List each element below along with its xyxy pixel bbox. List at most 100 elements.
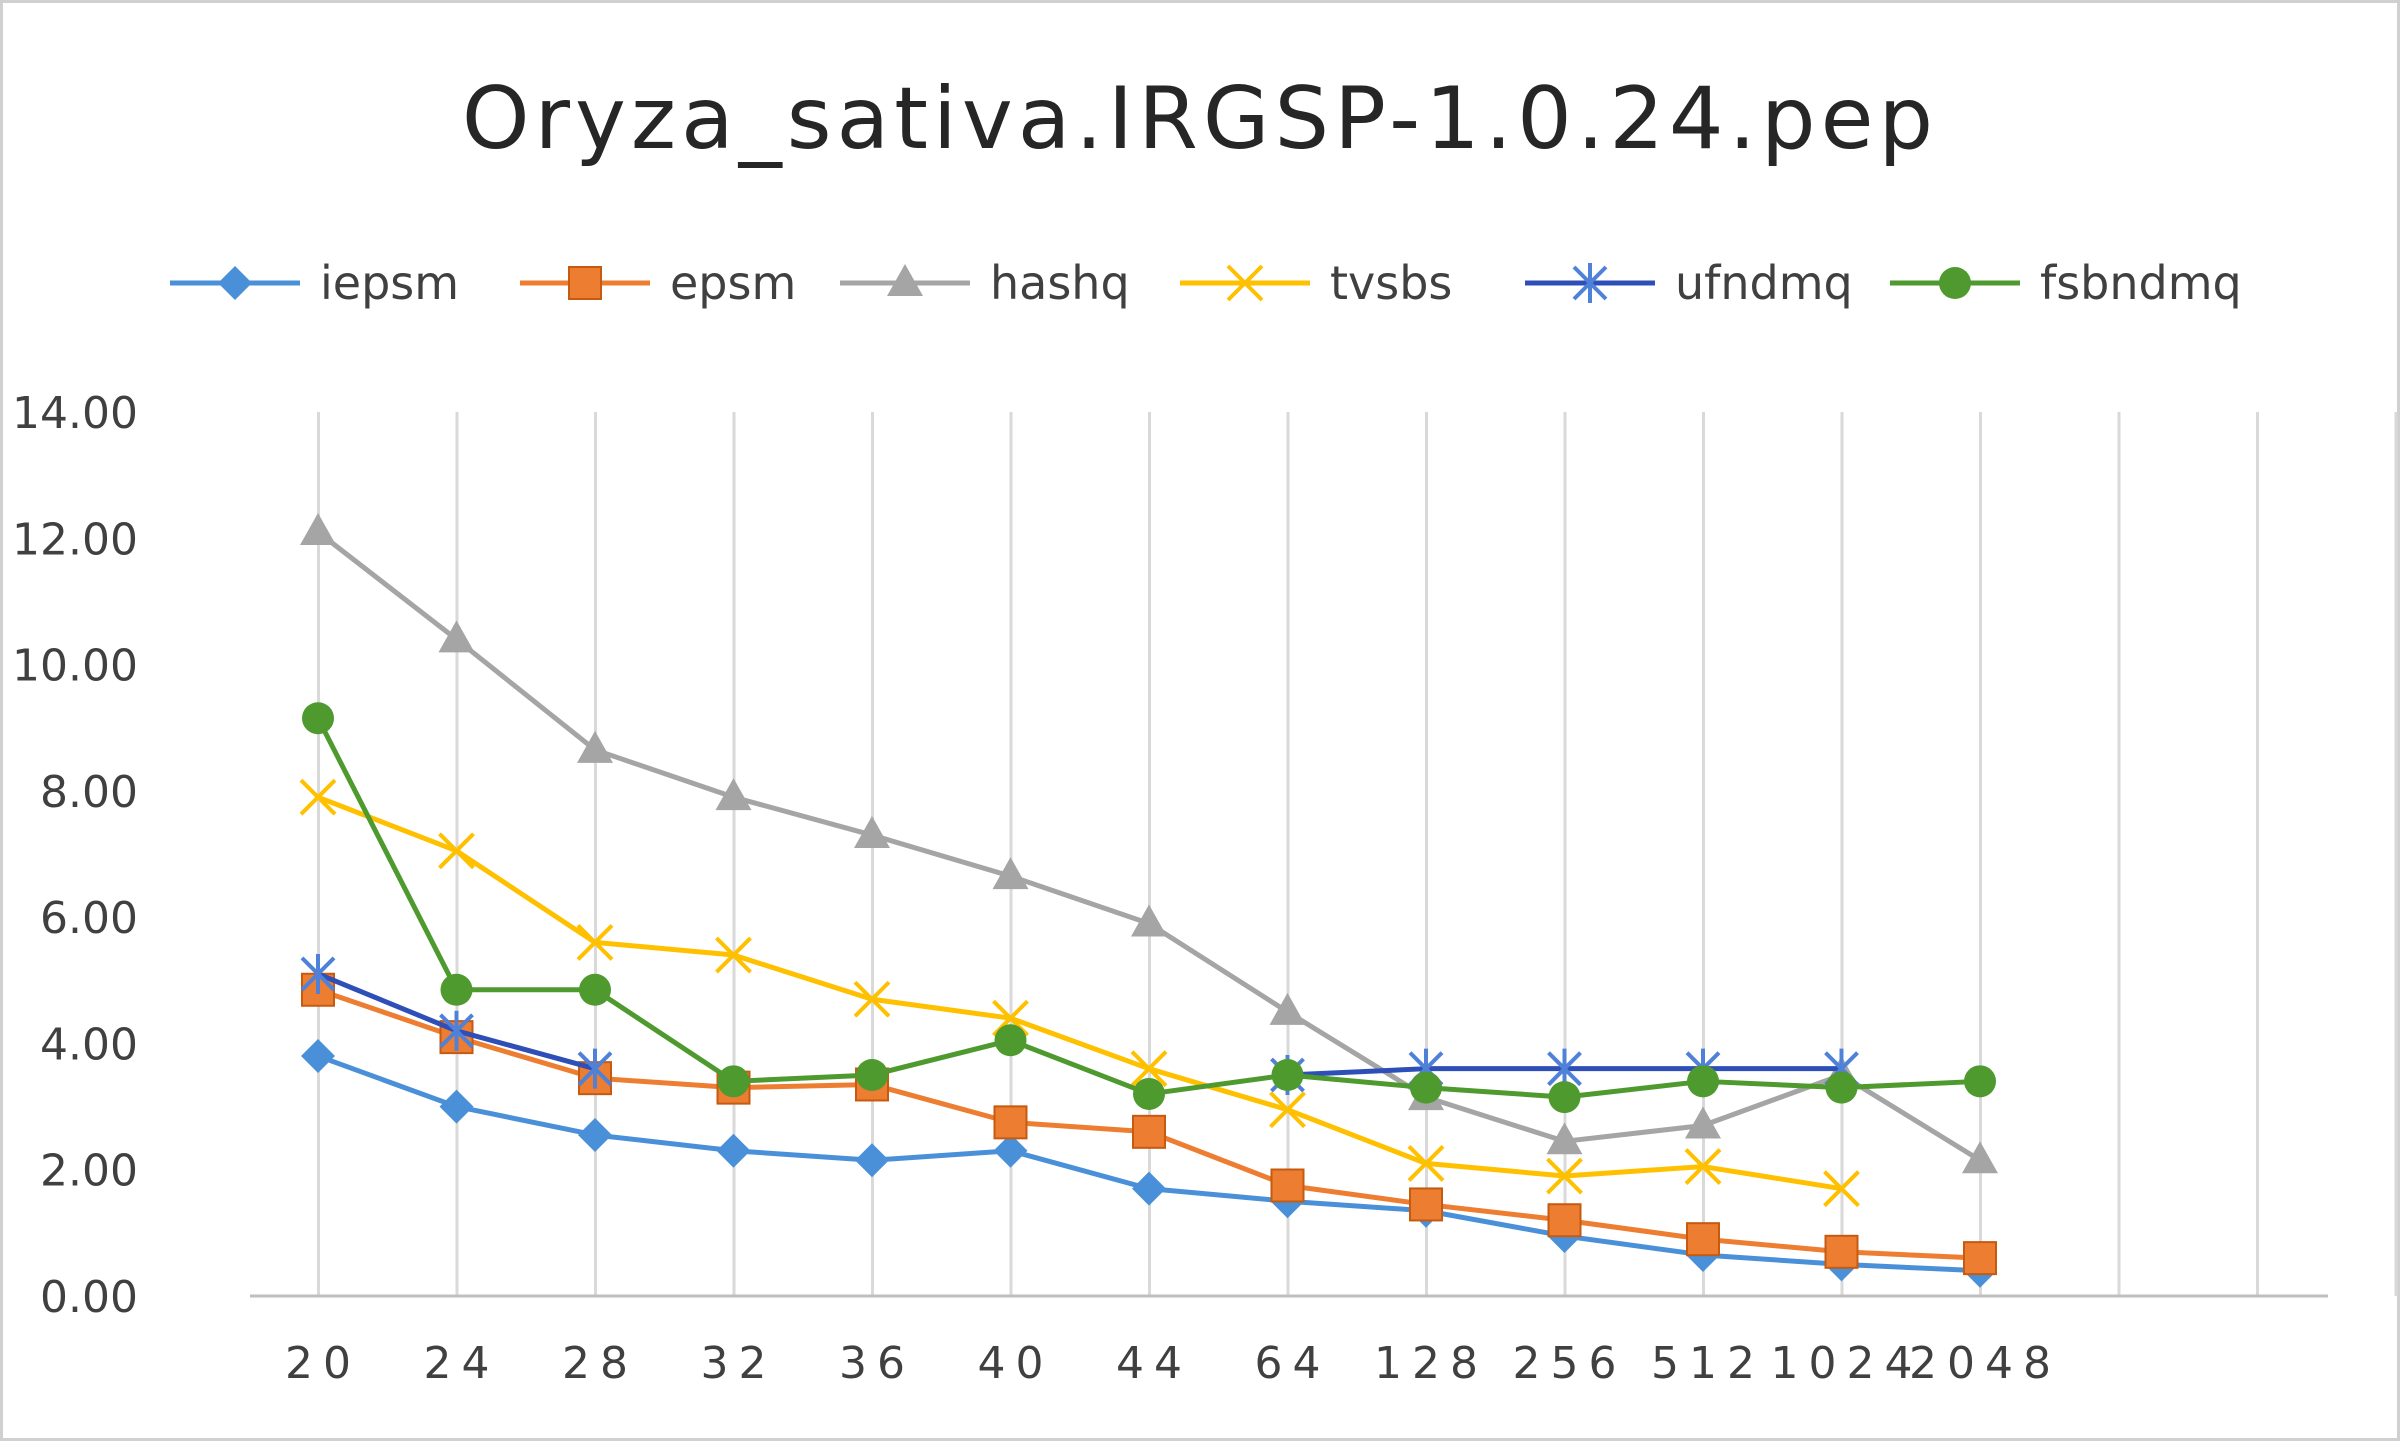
point-fsbndmq-marker	[1271, 1059, 1304, 1091]
point-tvsbs-marker	[576, 923, 614, 961]
point-iepsm-marker	[578, 1117, 612, 1152]
x-tick-label: 24	[424, 1338, 500, 1389]
legend-label: hashq	[990, 256, 1130, 310]
point-epsm-marker	[1824, 1234, 1859, 1269]
point-epsm-marker	[1686, 1222, 1720, 1257]
legend-entry-hashq: hashq	[840, 256, 1130, 310]
point-iepsm-marker	[993, 1133, 1028, 1168]
y-tick-label: 14.00	[12, 388, 138, 439]
point-epsm-marker	[1547, 1203, 1582, 1238]
gridlines	[250, 412, 2398, 1298]
legend-marker	[1572, 263, 1608, 303]
x-tick-label: 32	[701, 1338, 777, 1389]
point-tvsbs-marker	[299, 778, 337, 816]
point-fsbndmq-marker	[579, 973, 611, 1006]
y-tick-label: 0.00	[40, 1272, 138, 1323]
point-tvsbs-marker	[1546, 1157, 1583, 1195]
x-tick-label: 36	[839, 1338, 915, 1389]
point-hashq-marker	[992, 857, 1029, 890]
series-layer	[299, 512, 1998, 1288]
point-tvsbs-marker	[1407, 1144, 1445, 1182]
point-epsm-marker	[993, 1105, 1028, 1140]
point-fsbndmq-marker	[1548, 1081, 1581, 1114]
point-tvsbs-marker	[853, 980, 891, 1018]
legend-entry-epsm: epsm	[520, 256, 796, 310]
x-tick-label: 64	[1255, 1338, 1331, 1389]
x-tick-label: 1024	[1771, 1338, 1923, 1389]
legend-label: tvsbs	[1330, 256, 1452, 310]
series-tvsbs	[299, 778, 1860, 1208]
point-hashq-marker	[1685, 1106, 1721, 1139]
point-ufndmq-marker	[439, 1010, 474, 1051]
legend-entry-fsbndmq: fsbndmq	[1890, 256, 2242, 310]
y-tick-label: 12.00	[12, 514, 138, 565]
chart-title: Oryza_sativa.IRGSP-1.0.24.pep	[462, 69, 1938, 169]
point-fsbndmq-marker	[440, 973, 473, 1006]
point-hashq-marker	[1962, 1141, 1998, 1174]
legend: iepsm epsm hashq tvsbs ufndmq fsbndmq	[170, 256, 2242, 310]
point-tvsbs-marker	[1269, 1091, 1306, 1129]
series-line-tvsbs	[317, 794, 1842, 1192]
point-tvsbs-marker	[1823, 1170, 1860, 1208]
y-tick-label: 6.00	[40, 893, 138, 944]
point-epsm-marker	[1270, 1168, 1305, 1203]
point-fsbndmq-marker	[1825, 1071, 1858, 1104]
legend-marker	[1226, 264, 1264, 302]
point-tvsbs-marker	[438, 832, 475, 870]
point-epsm-marker	[1409, 1187, 1443, 1222]
point-epsm-marker	[1132, 1114, 1166, 1149]
point-fsbndmq-marker	[1964, 1065, 1996, 1098]
x-tick-label: 40	[978, 1338, 1054, 1389]
legend-marker	[218, 266, 252, 300]
point-fsbndmq-marker	[994, 1024, 1027, 1057]
y-axis: 0.00 2.00 4.00 6.00 8.00 10.00 12.00 14.00	[12, 388, 138, 1323]
x-tick-label: 44	[1116, 1338, 1192, 1389]
point-tvsbs-marker	[1130, 1050, 1168, 1088]
point-iepsm-marker	[301, 1039, 335, 1074]
point-ufndmq-marker	[577, 1048, 613, 1089]
y-tick-label: 8.00	[40, 767, 138, 818]
legend-label: fsbndmq	[2040, 256, 2242, 310]
point-fsbndmq-marker	[1133, 1077, 1165, 1110]
point-fsbndmq-marker	[1410, 1071, 1442, 1104]
x-tick-label: 20	[285, 1338, 361, 1389]
x-tick-label: 2048	[1909, 1338, 2061, 1389]
x-tick-label: 128	[1374, 1338, 1488, 1389]
y-tick-label: 4.00	[40, 1019, 138, 1070]
point-tvsbs-marker	[715, 936, 752, 974]
series-fsbndmq	[302, 702, 1996, 1114]
point-iepsm-marker	[855, 1143, 889, 1178]
point-fsbndmq-marker	[1687, 1065, 1719, 1098]
point-hashq-marker	[1131, 904, 1167, 937]
legend-label: iepsm	[320, 256, 459, 310]
point-hashq-marker	[715, 778, 752, 811]
point-fsbndmq-marker	[856, 1059, 888, 1091]
x-tick-label: 256	[1513, 1338, 1627, 1389]
x-tick-label: 512	[1651, 1338, 1765, 1389]
point-iepsm-marker	[439, 1089, 474, 1124]
legend-marker	[887, 264, 923, 296]
point-epsm-marker	[1963, 1241, 1997, 1276]
point-iepsm-marker	[716, 1133, 751, 1168]
legend-label: epsm	[670, 256, 796, 310]
point-hashq-marker	[577, 730, 613, 763]
y-tick-label: 10.00	[12, 641, 138, 692]
legend-entry-tvsbs: tvsbs	[1180, 256, 1452, 310]
point-hashq-marker	[1269, 992, 1306, 1025]
point-ufndmq-marker	[300, 953, 336, 994]
legend-marker	[1939, 267, 1971, 299]
legend-entry-iepsm: iepsm	[170, 256, 459, 310]
point-hashq-marker	[854, 816, 890, 849]
point-hashq-marker	[1546, 1122, 1583, 1155]
series-ufndmq	[300, 953, 1859, 1095]
point-fsbndmq-marker	[717, 1065, 750, 1098]
legend-entry-ufndmq: ufndmq	[1525, 256, 1853, 310]
point-iepsm-marker	[1132, 1171, 1166, 1206]
x-tick-label: 28	[562, 1338, 638, 1389]
y-tick-label: 2.00	[40, 1146, 138, 1197]
point-tvsbs-marker	[1684, 1148, 1722, 1185]
legend-marker	[568, 266, 602, 300]
